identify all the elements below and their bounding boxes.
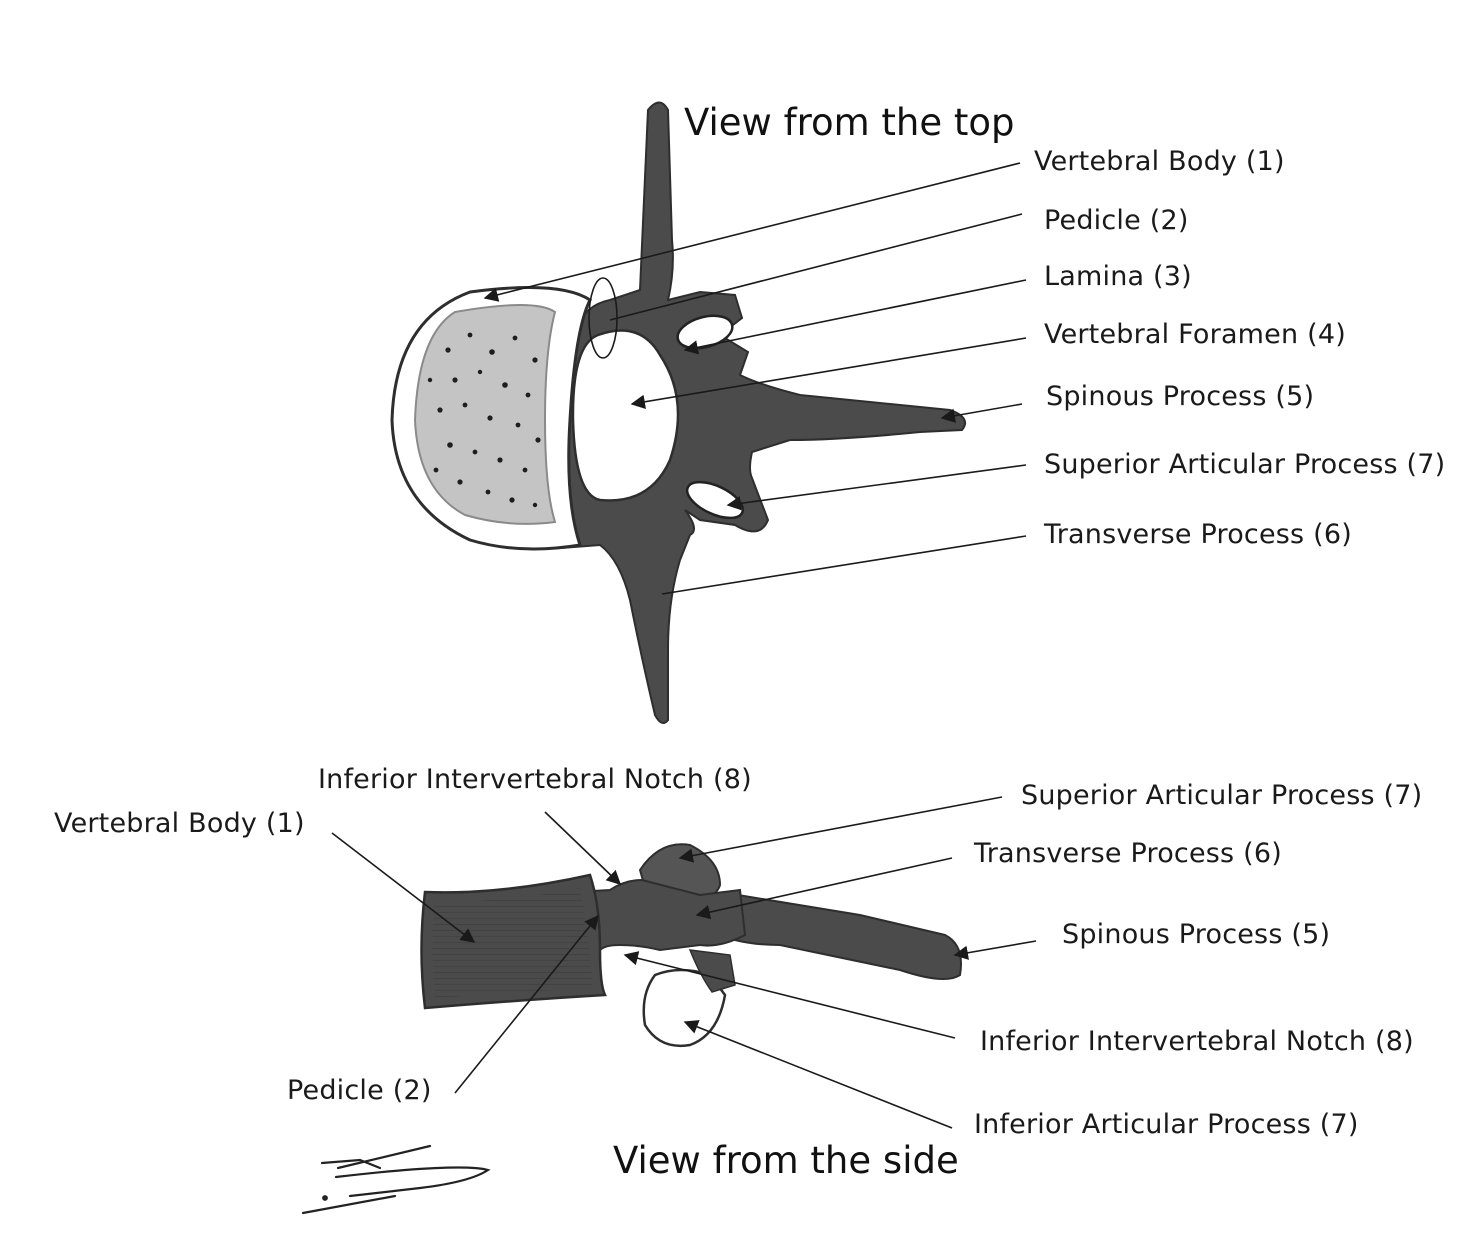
artist-signature (301, 1144, 491, 1215)
side-label-vertebral-body: Vertebral Body (1) (54, 808, 305, 839)
top-view-title: View from the top (684, 101, 1015, 144)
top-vertebral-foramen (571, 329, 680, 502)
side-arch (572, 878, 747, 952)
top-upper-facet (676, 314, 734, 350)
top-label-spinous-process: Spinous Process (5) (1046, 381, 1315, 412)
top-spongy-dots (427, 332, 541, 508)
top-label-pedicle: Pedicle (2) (1044, 205, 1189, 236)
side-label-inferior-notch-right: Inferior Intervertebral Notch (8) (980, 1026, 1414, 1057)
top-spongy-bone (413, 304, 557, 525)
top-label-transverse-process: Transverse Process (6) (1044, 519, 1352, 550)
side-inferior-neck (688, 949, 736, 993)
top-label-superior-articular-process: Superior Articular Process (7) (1044, 449, 1446, 480)
side-view-title: View from the side (613, 1139, 959, 1182)
top-leader-lines (483, 162, 1027, 595)
side-inferior-articular (642, 968, 727, 1048)
side-label-inferior-articular-process: Inferior Articular Process (7) (974, 1109, 1359, 1140)
side-label-spinous-process: Spinous Process (5) (1062, 919, 1331, 950)
top-view-drawing (390, 101, 966, 725)
top-bone-shape (557, 101, 966, 725)
side-label-superior-articular-process: Superior Articular Process (7) (1021, 780, 1423, 811)
top-label-vertebral-body: Vertebral Body (1) (1034, 146, 1285, 177)
side-label-inferior-notch-top: Inferior Intervertebral Notch (8) (318, 764, 752, 795)
top-label-lamina: Lamina (3) (1044, 261, 1192, 292)
side-view-drawing (420, 843, 962, 1048)
side-label-pedicle: Pedicle (2) (287, 1075, 432, 1106)
top-label-vertebral-foramen: Vertebral Foramen (4) (1044, 319, 1346, 350)
side-leader-lines (331, 796, 1037, 1129)
side-label-transverse-process: Transverse Process (6) (974, 838, 1282, 869)
side-spinous-process (733, 893, 962, 980)
side-body-hatch (432, 888, 592, 998)
